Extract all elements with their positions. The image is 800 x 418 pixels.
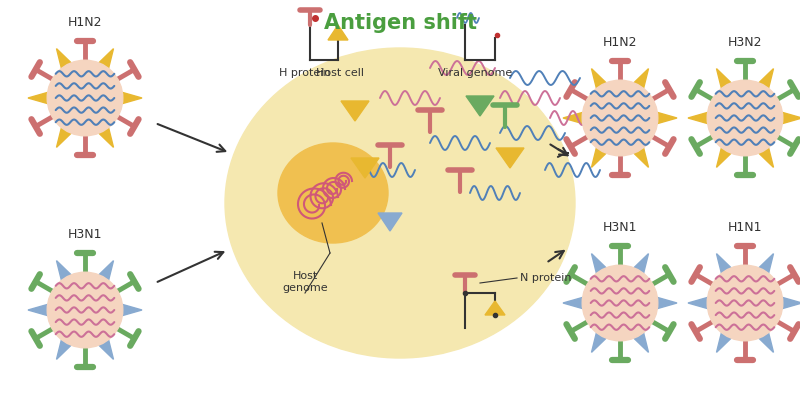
Circle shape — [47, 272, 123, 348]
Polygon shape — [656, 112, 677, 124]
Polygon shape — [688, 112, 709, 124]
Polygon shape — [485, 301, 505, 315]
Polygon shape — [351, 158, 379, 178]
Text: Host
genome: Host genome — [282, 271, 328, 293]
Polygon shape — [121, 92, 142, 104]
Polygon shape — [633, 331, 649, 352]
Polygon shape — [563, 112, 584, 124]
Polygon shape — [378, 213, 402, 231]
Polygon shape — [717, 254, 732, 275]
Text: H3N1: H3N1 — [68, 228, 102, 241]
Polygon shape — [57, 261, 72, 282]
Polygon shape — [98, 48, 114, 70]
Text: Antigen shift: Antigen shift — [323, 13, 477, 33]
Polygon shape — [121, 304, 142, 316]
Polygon shape — [758, 254, 774, 275]
Circle shape — [707, 80, 782, 156]
Circle shape — [47, 60, 123, 136]
Polygon shape — [341, 101, 369, 121]
Polygon shape — [591, 254, 607, 275]
Circle shape — [582, 265, 658, 341]
Ellipse shape — [278, 143, 388, 243]
Polygon shape — [57, 338, 72, 359]
Polygon shape — [28, 304, 49, 316]
Polygon shape — [57, 48, 72, 70]
Text: Host cell: Host cell — [316, 68, 364, 78]
Polygon shape — [57, 126, 72, 148]
Polygon shape — [717, 331, 732, 352]
Polygon shape — [496, 148, 524, 168]
Polygon shape — [633, 146, 649, 167]
Text: H3N1: H3N1 — [602, 221, 638, 234]
Polygon shape — [758, 146, 774, 167]
Polygon shape — [591, 69, 607, 90]
Polygon shape — [98, 126, 114, 148]
Polygon shape — [563, 297, 584, 309]
Text: H1N2: H1N2 — [602, 36, 638, 49]
Polygon shape — [656, 297, 677, 309]
Text: N protein: N protein — [520, 273, 571, 283]
Polygon shape — [98, 261, 114, 282]
Text: H3N2: H3N2 — [728, 36, 762, 49]
Polygon shape — [688, 297, 709, 309]
Polygon shape — [28, 92, 49, 104]
Circle shape — [582, 80, 658, 156]
Ellipse shape — [225, 48, 575, 358]
Polygon shape — [758, 331, 774, 352]
Polygon shape — [591, 146, 607, 167]
Polygon shape — [717, 146, 732, 167]
Polygon shape — [633, 69, 649, 90]
Polygon shape — [781, 112, 800, 124]
Polygon shape — [781, 297, 800, 309]
Circle shape — [707, 265, 782, 341]
Polygon shape — [328, 25, 348, 40]
Polygon shape — [591, 331, 607, 352]
Text: H1N1: H1N1 — [728, 221, 762, 234]
Polygon shape — [633, 254, 649, 275]
Polygon shape — [98, 338, 114, 359]
Text: Viral genome: Viral genome — [438, 68, 512, 78]
Polygon shape — [717, 69, 732, 90]
Text: H protein: H protein — [279, 68, 330, 78]
Text: H1N2: H1N2 — [68, 16, 102, 29]
Polygon shape — [466, 96, 494, 116]
Polygon shape — [758, 69, 774, 90]
